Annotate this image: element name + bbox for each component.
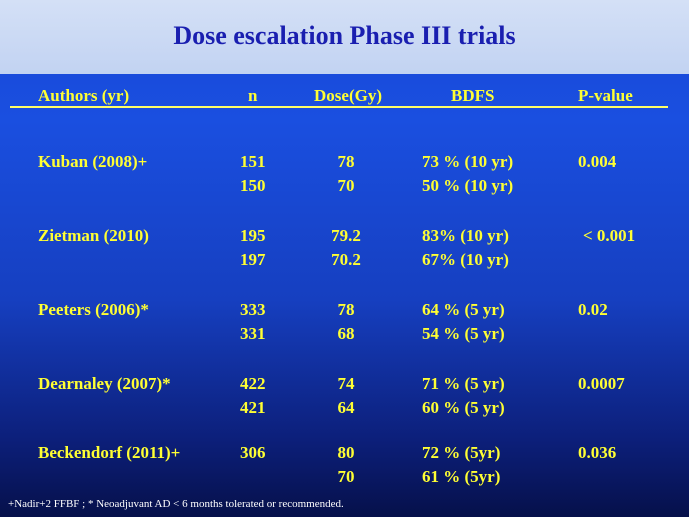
trial-n-line1: 151 <box>240 152 266 171</box>
trial-bdfs-line2: 50 % (10 yr) <box>422 176 514 195</box>
header-authors: Authors (yr) <box>38 86 130 105</box>
trial-dose-line1: 79.2 <box>331 226 361 245</box>
trial-n-line1: 422 <box>240 374 266 393</box>
trial-bdfs-line1: 64 % (5 yr) <box>422 300 505 319</box>
trial-n-line2: 150 <box>240 176 266 195</box>
trial-n-line1: 195 <box>240 226 266 245</box>
trial-n-line2: 331 <box>240 324 266 343</box>
trial-bdfs-line1: 72 % (5yr) <box>422 443 501 462</box>
trial-dose-line1: 78 <box>337 300 355 319</box>
header-rule <box>10 106 668 108</box>
trial-bdfs-line2: 60 % (5 yr) <box>422 398 505 417</box>
trial-bdfs-line1: 83% (10 yr) <box>422 226 509 245</box>
trial-n-line2: 197 <box>240 250 266 269</box>
trial-dose-line1: 80 <box>337 443 355 462</box>
trial-n-line1: 333 <box>240 300 266 319</box>
slide-title: Dose escalation Phase III trials <box>173 21 516 50</box>
trial-author: Beckendorf (2011)+ <box>38 443 181 462</box>
header-dose: Dose(Gy) <box>314 86 382 105</box>
header-bdfs: BDFS <box>451 86 495 105</box>
trial-dose-line2: 68 <box>337 324 355 343</box>
trial-dose-line1: 78 <box>337 152 355 171</box>
trial-bdfs-line2: 61 % (5yr) <box>422 467 501 486</box>
header-n: n <box>248 86 258 105</box>
trial-bdfs-line1: 71 % (5 yr) <box>422 374 505 393</box>
title-bar <box>0 0 689 74</box>
trial-dose-line1: 74 <box>337 374 355 393</box>
trial-n-line1: 306 <box>240 443 266 462</box>
trial-dose-line2: 70.2 <box>331 250 361 269</box>
trial-author: Zietman (2010) <box>38 226 149 245</box>
trial-bdfs-line1: 73 % (10 yr) <box>422 152 514 171</box>
trial-author: Dearnaley (2007)* <box>38 374 171 393</box>
trial-dose-line2: 64 <box>337 398 355 417</box>
header-pvalue: P-value <box>578 86 633 105</box>
trial-dose-line2: 70 <box>337 467 355 486</box>
footnote: +Nadir+2 FFBF ; * Neoadjuvant AD < 6 mon… <box>8 498 344 510</box>
trial-author: Kuban (2008)+ <box>38 152 148 171</box>
trial-pvalue: 0.036 <box>578 443 617 462</box>
trial-pvalue: 0.004 <box>578 152 617 171</box>
trial-pvalue: 0.02 <box>578 300 608 319</box>
trial-author: Peeters (2006)* <box>38 300 149 319</box>
trial-dose-line2: 70 <box>337 176 355 195</box>
trial-bdfs-line2: 54 % (5 yr) <box>422 324 505 343</box>
trial-pvalue: 0.0007 <box>578 374 625 393</box>
trial-bdfs-line2: 67% (10 yr) <box>422 250 509 269</box>
trial-pvalue: < 0.001 <box>583 226 636 245</box>
trial-n-line2: 421 <box>240 398 266 417</box>
